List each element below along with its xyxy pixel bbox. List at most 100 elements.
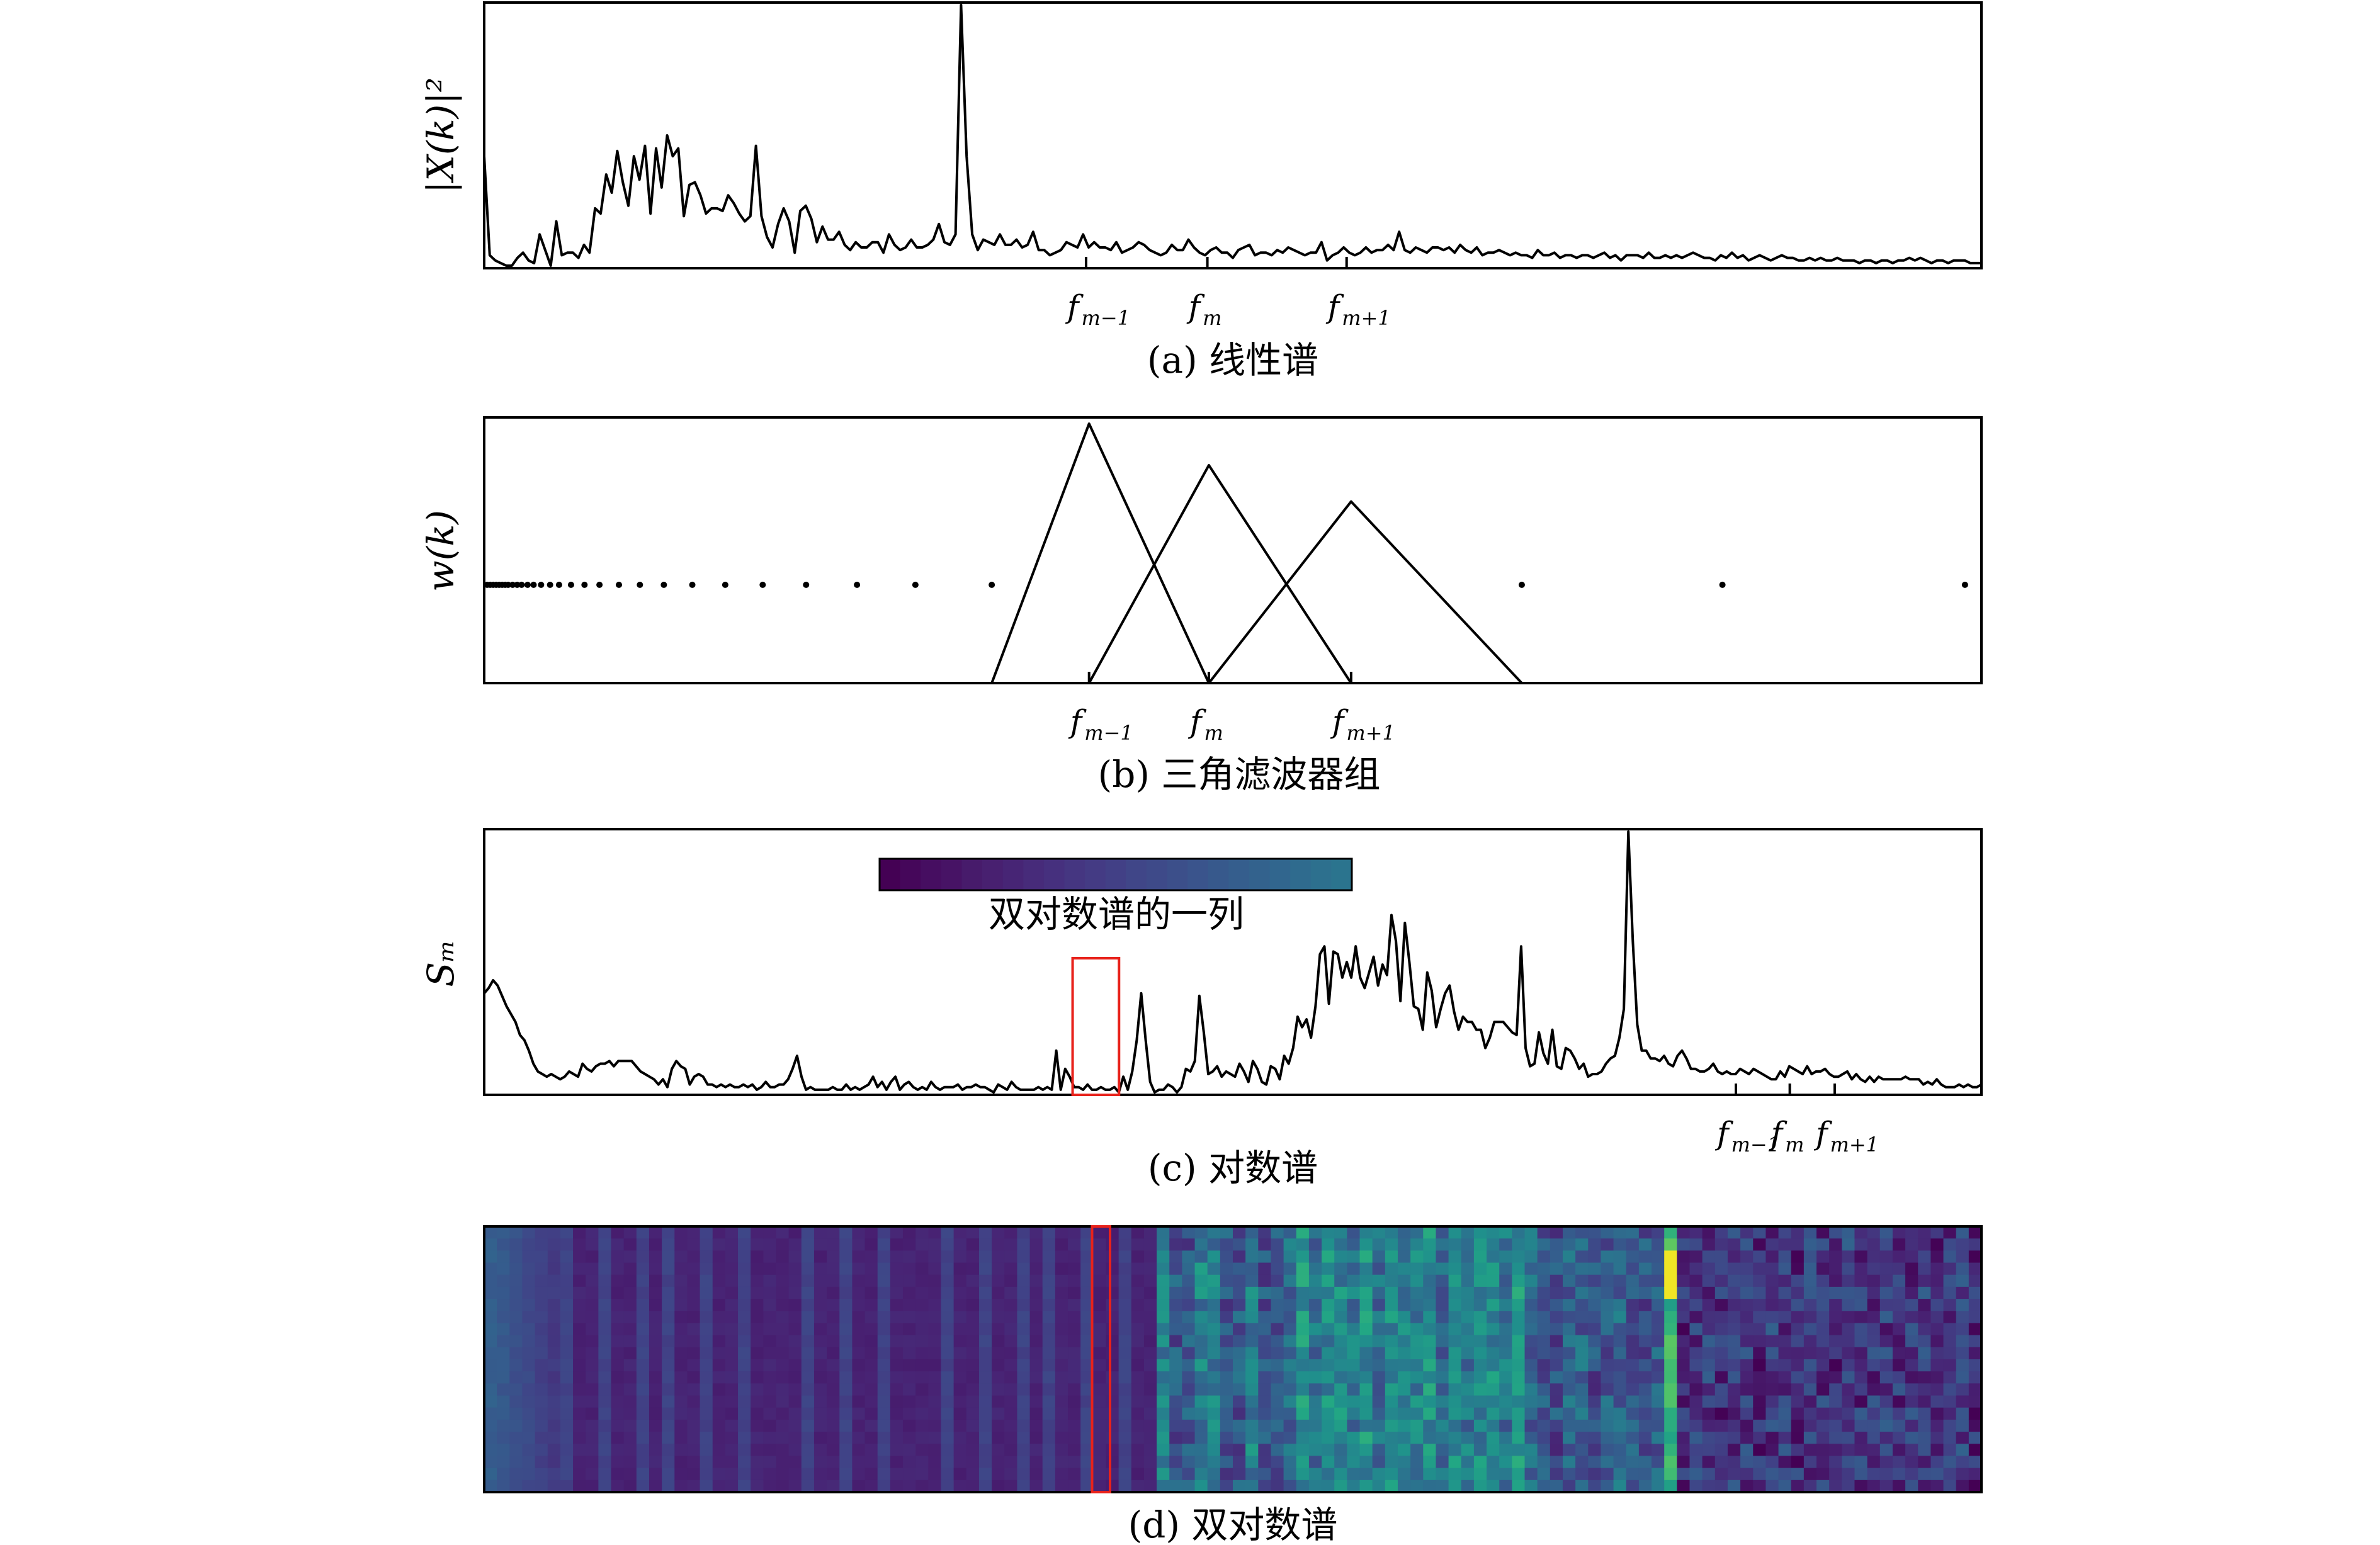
heatmap-cell bbox=[1004, 1444, 1017, 1457]
heatmap-cell bbox=[813, 1299, 827, 1311]
heatmap-cell bbox=[1512, 1456, 1526, 1469]
heatmap-cell bbox=[751, 1347, 764, 1360]
heatmap-cell bbox=[1702, 1371, 1716, 1384]
heatmap-cell bbox=[1702, 1407, 1716, 1420]
heatmap-cell bbox=[1968, 1407, 1982, 1420]
heatmap-cell bbox=[751, 1395, 764, 1408]
heatmap-cell bbox=[1854, 1262, 1868, 1276]
heatmap-cell bbox=[611, 1444, 625, 1457]
heatmap-cell bbox=[738, 1383, 751, 1396]
heatmap-cell bbox=[751, 1456, 764, 1469]
heatmap-cell bbox=[1930, 1226, 1944, 1239]
heatmap-cell bbox=[1664, 1432, 1677, 1444]
heatmap-cell bbox=[1550, 1250, 1563, 1264]
heatmap-cell bbox=[1080, 1274, 1094, 1288]
heatmap-cell bbox=[1626, 1226, 1640, 1239]
heatmap-cell bbox=[1905, 1456, 1918, 1469]
heatmap-cell bbox=[763, 1371, 777, 1384]
heatmap-cell bbox=[1245, 1299, 1259, 1311]
heatmap-cell bbox=[1829, 1432, 1842, 1444]
heatmap-cell bbox=[1322, 1323, 1335, 1336]
panel-b-filter-points bbox=[484, 581, 1968, 588]
heatmap-cell bbox=[890, 1238, 904, 1251]
heatmap-cell bbox=[1562, 1226, 1576, 1239]
heatmap-cell bbox=[1308, 1335, 1322, 1348]
heatmap-cell bbox=[788, 1286, 802, 1299]
heatmap-cell bbox=[953, 1456, 967, 1469]
heatmap-cell bbox=[801, 1359, 815, 1372]
triangle-filter bbox=[1208, 500, 1523, 684]
heatmap-cell bbox=[1727, 1262, 1741, 1276]
heatmap-cell bbox=[1892, 1456, 1906, 1469]
heatmap-cell bbox=[941, 1419, 955, 1432]
heatmap-cell bbox=[598, 1444, 612, 1457]
heatmap-cell bbox=[1093, 1238, 1107, 1251]
heatmap-cell bbox=[1106, 1250, 1119, 1264]
heatmap-cell bbox=[1296, 1383, 1310, 1396]
heatmap-cell bbox=[776, 1419, 790, 1432]
heatmap-cell bbox=[890, 1468, 904, 1481]
heatmap-cell bbox=[776, 1480, 790, 1493]
heatmap-cell bbox=[864, 1238, 878, 1251]
heatmap-cell bbox=[1245, 1383, 1259, 1396]
heatmap-cell bbox=[1397, 1395, 1411, 1408]
heatmap-cell bbox=[1296, 1359, 1310, 1372]
heatmap-cell bbox=[547, 1395, 561, 1408]
heatmap-cell bbox=[877, 1286, 891, 1299]
heatmap-cell bbox=[1461, 1456, 1475, 1469]
heatmap-cell bbox=[992, 1250, 1005, 1264]
heatmap-cell bbox=[1258, 1262, 1272, 1276]
heatmap-cell bbox=[1905, 1226, 1918, 1239]
heatmap-cell bbox=[1143, 1347, 1157, 1360]
heatmap-cell bbox=[509, 1347, 523, 1360]
heatmap-cell bbox=[801, 1238, 815, 1251]
heatmap-cell bbox=[1055, 1286, 1068, 1299]
heatmap-cell bbox=[1778, 1299, 1792, 1311]
heatmap-cell bbox=[751, 1444, 764, 1457]
heatmap-cell bbox=[890, 1419, 904, 1432]
heatmap-cell bbox=[1677, 1286, 1691, 1299]
heatmap-cell bbox=[1867, 1383, 1881, 1396]
heatmap-cell bbox=[547, 1347, 561, 1360]
heatmap-cell bbox=[1004, 1371, 1017, 1384]
heatmap-cell bbox=[1461, 1238, 1475, 1251]
heatmap-cell bbox=[1816, 1311, 1830, 1324]
heatmap-cell bbox=[522, 1226, 536, 1239]
heatmap-cell bbox=[801, 1480, 815, 1493]
heatmap-cell bbox=[497, 1407, 510, 1420]
heatmap-cell bbox=[1791, 1226, 1805, 1239]
heatmap-cell bbox=[788, 1371, 802, 1384]
heatmap-cell bbox=[1702, 1383, 1716, 1396]
heatmap-cell bbox=[1638, 1274, 1652, 1288]
heatmap-cell bbox=[636, 1311, 650, 1324]
heatmap-cell bbox=[763, 1335, 777, 1348]
heatmap-cell bbox=[1727, 1226, 1741, 1239]
heatmap-cell bbox=[636, 1286, 650, 1299]
heatmap-cell bbox=[1461, 1480, 1475, 1493]
heatmap-cell bbox=[1017, 1299, 1031, 1311]
heatmap-cell bbox=[1537, 1286, 1551, 1299]
heatmap-cell bbox=[1550, 1383, 1563, 1396]
heatmap-cell bbox=[1207, 1311, 1221, 1324]
heatmap-cell bbox=[1131, 1335, 1145, 1348]
heatmap-cell bbox=[586, 1262, 599, 1276]
heatmap-cell bbox=[928, 1274, 942, 1288]
heatmap-cell bbox=[1791, 1323, 1805, 1336]
heatmap-cell bbox=[1157, 1335, 1170, 1348]
heatmap-cell bbox=[1677, 1383, 1691, 1396]
heatmap-cell bbox=[1499, 1250, 1512, 1264]
heatmap-cell bbox=[1308, 1480, 1322, 1493]
heatmap-cell bbox=[1740, 1359, 1754, 1372]
heatmap-cell bbox=[1892, 1299, 1906, 1311]
heatmap-cell bbox=[1727, 1250, 1741, 1264]
heatmap-cell bbox=[1562, 1480, 1576, 1493]
heatmap-cell bbox=[1106, 1238, 1119, 1251]
heatmap-cell bbox=[598, 1407, 612, 1420]
heatmap-cell bbox=[1601, 1432, 1614, 1444]
heatmap-cell bbox=[1588, 1299, 1602, 1311]
heatmap-cell bbox=[1714, 1262, 1728, 1276]
heatmap-cell bbox=[1448, 1407, 1462, 1420]
heatmap-cell bbox=[535, 1468, 548, 1481]
heatmap-cell bbox=[522, 1250, 536, 1264]
heatmap-cell bbox=[1943, 1335, 1957, 1348]
